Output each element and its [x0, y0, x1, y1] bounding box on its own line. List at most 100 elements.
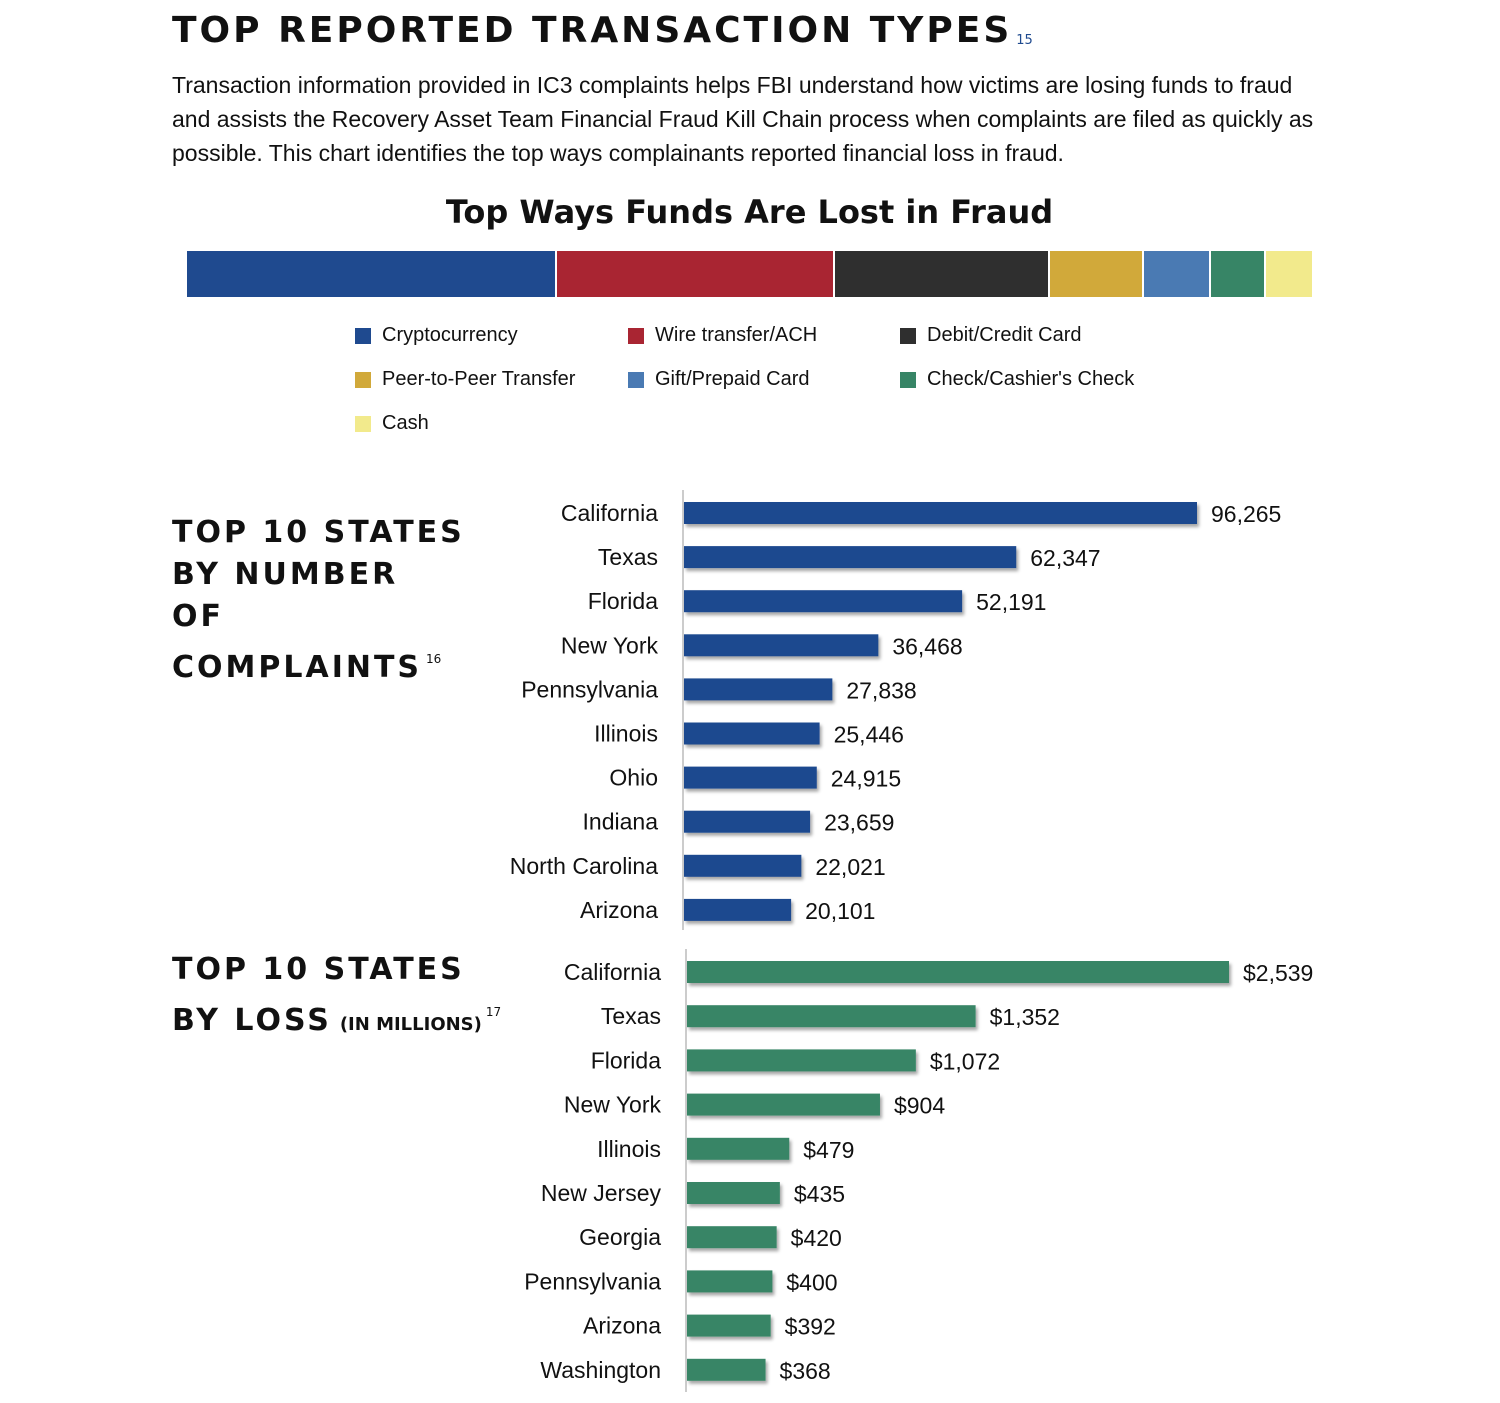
legend-item: Cash: [355, 412, 429, 435]
legend-swatch: [900, 371, 916, 388]
loss-value-label: $420: [791, 1225, 842, 1251]
loss-value-label: $400: [786, 1269, 837, 1295]
legend-label: Check/Cashier's Check: [927, 368, 1135, 390]
loss-category-label: Pennsylvania: [524, 1268, 661, 1294]
ways-segment-cash: [1265, 251, 1312, 297]
complaints-value-label: 96,265: [1211, 501, 1281, 527]
complaints-category-label: New York: [561, 632, 659, 658]
legend-item: Peer-to-Peer Transfer: [355, 368, 575, 391]
complaints-category-label: Florida: [588, 588, 659, 614]
loss-value-label: $479: [803, 1137, 854, 1163]
ways-segment-check-cashier-s-check: [1210, 251, 1266, 297]
complaints-title-line-4: COMPLAINTS: [172, 650, 423, 685]
complaints-section-title: TOP 10 STATES BY NUMBER OF COMPLAINTS 16: [172, 512, 465, 689]
loss-bar: [687, 1049, 916, 1072]
loss-title-subtitle: (IN MILLIONS): [339, 1014, 482, 1035]
ways-chart-title: Top Ways Funds Are Lost in Fraud: [445, 193, 1054, 231]
legend-swatch: [355, 415, 371, 432]
complaints-bar: [684, 590, 963, 613]
complaints-category-label: California: [561, 500, 658, 526]
loss-category-label: California: [564, 959, 661, 985]
complaints-title-line-1: TOP 10 STATES: [172, 515, 465, 550]
legend-swatch: [628, 371, 644, 388]
heading-footnote: 15: [1016, 33, 1033, 48]
complaints-category-label: Ohio: [609, 765, 658, 791]
complaints-category-label: Texas: [598, 544, 658, 570]
ways-segment-wire-transfer-ach: [557, 251, 835, 297]
loss-bar: [687, 1137, 790, 1160]
complaints-value-label: 22,021: [815, 854, 885, 880]
loss-value-label: $2,539: [1243, 960, 1313, 986]
legend-swatch: [628, 327, 644, 344]
ways-segment-cryptocurrency: [187, 251, 558, 297]
loss-value-label: $392: [785, 1314, 836, 1340]
loss-section-title: TOP 10 STATES BY LOSS (IN MILLIONS)17: [172, 949, 501, 1046]
loss-bar: [687, 1270, 773, 1293]
legend-label: Wire transfer/ACH: [655, 324, 818, 346]
complaints-value-label: 36,468: [892, 633, 962, 659]
loss-bar: [687, 1226, 777, 1249]
loss-bar: [687, 1093, 880, 1116]
loss-bar: [687, 1182, 780, 1204]
ways-segment-peer-to-peer-transfer: [1049, 251, 1145, 297]
legend-label: Gift/Prepaid Card: [655, 368, 810, 390]
loss-category-label: New Jersey: [541, 1180, 662, 1206]
complaints-bar: [684, 898, 792, 921]
complaints-bar: [684, 502, 1197, 524]
loss-category-label: Washington: [540, 1357, 661, 1383]
complaints-category-label: Indiana: [583, 809, 659, 835]
complaints-value-label: 27,838: [846, 677, 916, 703]
loss-value-label: $1,352: [990, 1004, 1060, 1030]
complaints-value-label: 20,101: [805, 898, 875, 924]
complaints-value-label: 23,659: [824, 810, 894, 836]
legend-item: Check/Cashier's Check: [900, 368, 1134, 391]
complaints-category-label: North Carolina: [510, 853, 658, 879]
complaints-bar: [684, 722, 820, 745]
complaints-value-label: 62,347: [1030, 545, 1100, 571]
complaints-value-label: 25,446: [834, 722, 904, 748]
page-heading-text: TOP REPORTED TRANSACTION TYPES: [172, 10, 1013, 51]
legend-swatch: [355, 371, 371, 388]
complaints-category-label: Pennsylvania: [521, 676, 658, 702]
complaints-category-label: Arizona: [580, 897, 658, 923]
loss-value-label: $904: [894, 1093, 945, 1119]
legend-label: Cash: [382, 412, 429, 434]
complaints-bar: [684, 854, 802, 877]
loss-value-label: $435: [794, 1181, 845, 1207]
complaints-footnote: 16: [426, 652, 442, 666]
page-heading: TOP REPORTED TRANSACTION TYPES 15: [172, 10, 1033, 51]
ways-segment-debit-credit-card: [835, 251, 1050, 297]
complaints-value-label: 52,191: [976, 589, 1046, 615]
complaints-bar: [684, 634, 879, 657]
loss-title-line-1: TOP 10 STATES: [172, 952, 465, 987]
loss-category-label: Illinois: [597, 1136, 661, 1162]
legend-label: Cryptocurrency: [382, 324, 518, 346]
loss-category-label: Arizona: [583, 1313, 661, 1339]
loss-category-label: Georgia: [579, 1224, 661, 1250]
loss-title-line-2: BY LOSS: [172, 1003, 332, 1038]
legend-label: Peer-to-Peer Transfer: [382, 368, 576, 390]
loss-category-label: Texas: [601, 1003, 661, 1029]
complaints-title-line-3: OF: [172, 599, 224, 634]
loss-bar: [687, 1358, 766, 1381]
ways-segment-gift-prepaid-card: [1144, 251, 1211, 297]
legend-item: Cryptocurrency: [355, 324, 518, 347]
loss-bar: [687, 961, 1229, 983]
legend-label: Debit/Credit Card: [927, 324, 1082, 346]
legend-swatch: [900, 327, 916, 344]
loss-footnote: 17: [485, 1005, 502, 1019]
legend-item: Wire transfer/ACH: [628, 324, 817, 347]
loss-value-label: $1,072: [930, 1048, 1000, 1074]
loss-value-label: $368: [780, 1358, 831, 1384]
loss-bar: [687, 1314, 771, 1337]
intro-paragraph: Transaction information provided in IC3 …: [172, 72, 1314, 166]
complaints-value-label: 24,915: [831, 766, 901, 792]
complaints-bar: [684, 766, 817, 789]
ways-stacked-bar: [187, 251, 1312, 297]
complaints-title-line-2: BY NUMBER: [172, 557, 399, 592]
complaints-bar: [684, 678, 833, 701]
loss-category-label: New York: [564, 1092, 662, 1118]
complaints-bar: [684, 546, 1017, 569]
loss-bar: [687, 1005, 976, 1028]
